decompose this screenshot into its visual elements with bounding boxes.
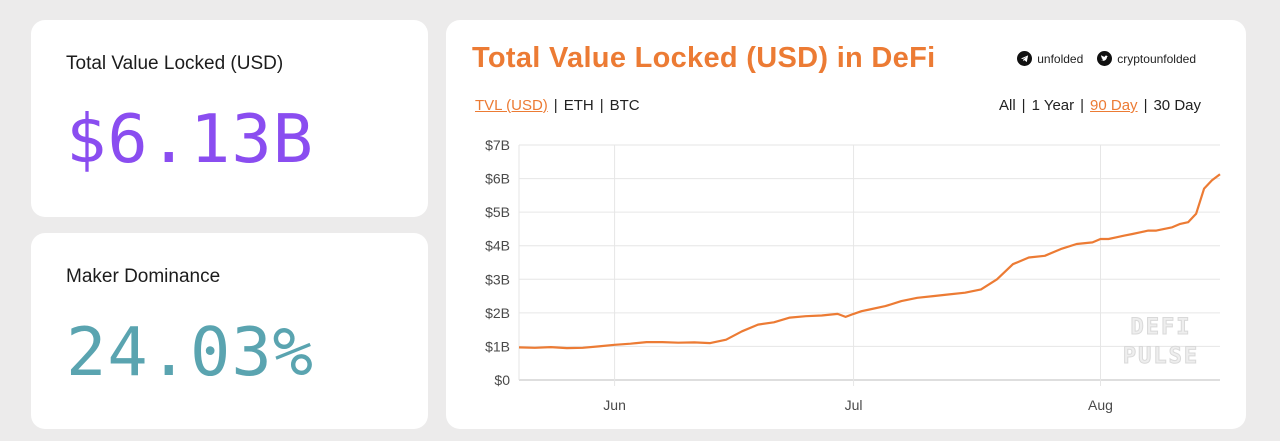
tvl-card: Total Value Locked (USD) $6.13B bbox=[31, 20, 428, 217]
y-tick-label: $4B bbox=[485, 238, 510, 254]
y-tick-label: $1B bbox=[485, 338, 510, 354]
x-tick-label: Jul bbox=[845, 397, 863, 413]
range-all[interactable]: All bbox=[999, 97, 1016, 114]
social-links: unfolded cryptounfolded bbox=[1017, 51, 1196, 66]
range-90-day[interactable]: 90 Day bbox=[1090, 97, 1138, 114]
maker-dominance-value: 24.03% bbox=[66, 313, 315, 391]
chart-title: Total Value Locked (USD) in DeFi bbox=[472, 42, 936, 74]
x-tick-label: Jun bbox=[603, 397, 626, 413]
x-tick-label: Aug bbox=[1088, 397, 1113, 413]
defi-pulse-watermark: DEFI PULSE bbox=[1122, 315, 1199, 370]
watermark-line-2: PULSE bbox=[1123, 344, 1199, 369]
range-1-year[interactable]: 1 Year bbox=[1031, 97, 1075, 114]
range-selector: All | 1 Year | 90 Day | 30 Day bbox=[999, 97, 1201, 114]
watermark-line-1: DEFI bbox=[1131, 315, 1192, 340]
series-line-tvl bbox=[518, 173, 1221, 350]
y-tick-label: $7B bbox=[485, 137, 510, 153]
y-tick-label: $3B bbox=[485, 271, 510, 287]
maker-dominance-label: Maker Dominance bbox=[66, 266, 221, 287]
y-tick-label: $2B bbox=[485, 305, 510, 321]
unit-btc[interactable]: BTC bbox=[609, 97, 640, 114]
y-tick-label: $6B bbox=[485, 171, 510, 187]
tvl-label: Total Value Locked (USD) bbox=[66, 53, 284, 74]
maker-dominance-card: Maker Dominance 24.03% bbox=[31, 233, 428, 429]
telegram-icon[interactable] bbox=[1017, 51, 1033, 66]
unit-selector: TVL (USD) | ETH | BTC bbox=[475, 97, 640, 114]
tvl-value: $6.13B bbox=[66, 100, 315, 178]
unit-eth[interactable]: ETH bbox=[563, 97, 594, 114]
unit-tvl-usd[interactable]: TVL (USD) bbox=[475, 97, 548, 114]
telegram-handle[interactable]: unfolded bbox=[1037, 51, 1084, 66]
twitter-icon[interactable] bbox=[1097, 51, 1113, 66]
y-tick-label: $0 bbox=[494, 372, 510, 388]
chart-card: Total Value Locked (USD) in DeFi unfolde… bbox=[446, 20, 1246, 429]
range-30-day[interactable]: 30 Day bbox=[1153, 97, 1201, 114]
twitter-handle[interactable]: cryptounfolded bbox=[1117, 51, 1196, 66]
tvl-line-chart: $0 $1B $2B $3B $4B $5B $6B $7B Jun Jul Aug DEFI P… bbox=[485, 137, 1221, 413]
y-tick-label: $5B bbox=[485, 204, 510, 220]
